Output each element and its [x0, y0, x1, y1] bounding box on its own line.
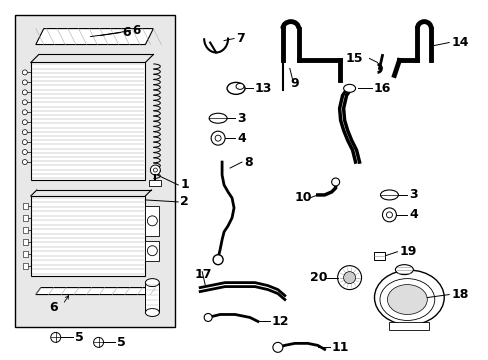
Circle shape	[22, 90, 27, 95]
Ellipse shape	[236, 84, 244, 89]
Circle shape	[382, 208, 396, 222]
Circle shape	[22, 150, 27, 154]
Circle shape	[22, 159, 27, 165]
Text: 3: 3	[237, 112, 245, 125]
Circle shape	[51, 332, 61, 342]
Circle shape	[93, 337, 103, 347]
Circle shape	[203, 314, 212, 321]
Text: 14: 14	[450, 36, 468, 49]
Bar	[23, 251, 28, 257]
Circle shape	[22, 120, 27, 125]
Bar	[23, 263, 28, 269]
Circle shape	[343, 272, 355, 284]
Text: 9: 9	[290, 77, 299, 90]
Circle shape	[272, 342, 282, 352]
Bar	[23, 239, 28, 245]
Text: 19: 19	[399, 245, 416, 258]
Bar	[23, 203, 28, 209]
Circle shape	[386, 212, 392, 218]
Bar	[149, 180, 161, 186]
Circle shape	[150, 165, 160, 175]
Bar	[23, 215, 28, 221]
Text: 15: 15	[345, 52, 363, 65]
Text: 16: 16	[373, 82, 390, 95]
Circle shape	[22, 80, 27, 85]
Ellipse shape	[380, 190, 398, 200]
Bar	[23, 227, 28, 233]
Text: 12: 12	[271, 315, 289, 328]
Bar	[388, 323, 428, 330]
Ellipse shape	[226, 82, 244, 94]
Circle shape	[22, 70, 27, 75]
Circle shape	[22, 140, 27, 145]
Text: 10: 10	[294, 192, 312, 204]
Circle shape	[153, 168, 157, 172]
Polygon shape	[36, 28, 153, 45]
Circle shape	[22, 110, 27, 115]
Ellipse shape	[395, 265, 412, 275]
Circle shape	[331, 178, 339, 186]
Text: 6: 6	[132, 24, 141, 37]
Bar	[31, 196, 145, 276]
Text: 17: 17	[194, 268, 211, 281]
Text: 18: 18	[450, 288, 468, 301]
Text: 6: 6	[49, 301, 57, 314]
Bar	[145, 206, 159, 236]
Circle shape	[211, 131, 224, 145]
Text: 2: 2	[180, 195, 189, 208]
Text: 3: 3	[408, 188, 417, 202]
Text: 4: 4	[408, 208, 417, 221]
Polygon shape	[36, 288, 150, 294]
Bar	[373, 252, 385, 260]
Ellipse shape	[145, 279, 159, 287]
Circle shape	[22, 100, 27, 105]
Text: 5: 5	[75, 331, 83, 344]
Circle shape	[147, 216, 157, 226]
Ellipse shape	[209, 113, 226, 123]
Ellipse shape	[374, 270, 443, 325]
Text: 1: 1	[180, 179, 189, 192]
Ellipse shape	[379, 279, 434, 320]
Text: 8: 8	[244, 156, 252, 168]
Text: 20: 20	[309, 271, 326, 284]
Circle shape	[147, 246, 157, 256]
Text: 7: 7	[236, 32, 244, 45]
Text: 13: 13	[254, 82, 272, 95]
Text: 4: 4	[237, 132, 245, 145]
Bar	[15, 15, 175, 328]
Circle shape	[213, 255, 223, 265]
Ellipse shape	[343, 84, 355, 92]
Text: 11: 11	[331, 341, 348, 354]
Bar	[145, 241, 159, 261]
Text: 6: 6	[122, 26, 131, 39]
Bar	[145, 283, 159, 312]
Circle shape	[215, 135, 221, 141]
Ellipse shape	[386, 285, 427, 315]
Ellipse shape	[145, 309, 159, 316]
Bar	[31, 62, 145, 180]
Text: 5: 5	[117, 336, 126, 349]
Circle shape	[22, 130, 27, 135]
Circle shape	[337, 266, 361, 289]
